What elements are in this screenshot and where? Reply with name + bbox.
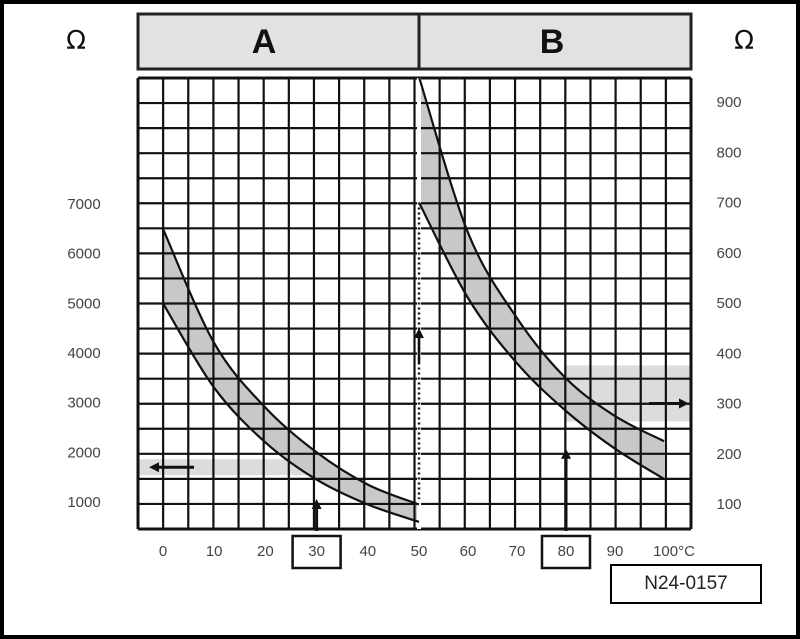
y-tick-right: 900 (716, 94, 741, 111)
y-tick-right: 300 (716, 396, 741, 413)
y-tick-left: 2000 (67, 444, 100, 461)
y-tick-right: 800 (716, 144, 741, 161)
curve-b-upper (417, 76, 665, 443)
header-a: A (252, 23, 277, 61)
header-b: B (540, 23, 565, 61)
x-tick: 70 (509, 543, 526, 560)
chart-frame: A B Ω Ω 1000 2000 3000 4000 5000 6000 7000 100 2… (4, 4, 796, 635)
y-tick-left: 3000 (67, 395, 100, 412)
curve-b-lower (418, 201, 665, 480)
y-tick-left: 5000 (67, 295, 100, 312)
x-tick: 60 (460, 543, 477, 560)
y-tick-left: 1000 (67, 494, 100, 511)
x-tick: 10 (206, 543, 223, 560)
chart-code-label: N24-0157 (610, 564, 762, 604)
x-tick: 30 (308, 543, 325, 560)
y-tick-right: 500 (716, 295, 741, 312)
y-tick-right: 600 (716, 245, 741, 262)
x-tick: 50 (411, 543, 428, 560)
y-tick-left: 4000 (67, 345, 100, 362)
x-tick-highlight-box (540, 534, 592, 570)
x-tick: 100°C (653, 543, 695, 560)
header-box-b (417, 12, 693, 71)
reading-band-a (138, 459, 317, 476)
header-box-a (136, 12, 421, 71)
curve-a-lower (162, 302, 420, 523)
x-tick: 0 (159, 543, 167, 560)
thermistor-resistance-chart: A B Ω Ω 10002000300040005000600070001002… (66, 12, 754, 570)
y-unit-right: Ω (734, 26, 754, 56)
y-tick-right: 200 (716, 446, 741, 463)
x-tick: 80 (558, 543, 575, 560)
x-tick: 40 (359, 543, 376, 560)
y-tick-right: 100 (716, 496, 741, 513)
y-unit-left: Ω (66, 26, 86, 56)
x-tick-highlight-box (291, 534, 342, 570)
y-tick-left: 7000 (67, 196, 100, 213)
y-tick-left: 6000 (67, 246, 100, 263)
curve-a-upper (161, 228, 420, 506)
y-tick-right: 700 (716, 195, 741, 212)
y-tick-right: 400 (716, 345, 741, 362)
x-tick: 90 (607, 543, 624, 560)
x-tick: 20 (257, 543, 274, 560)
